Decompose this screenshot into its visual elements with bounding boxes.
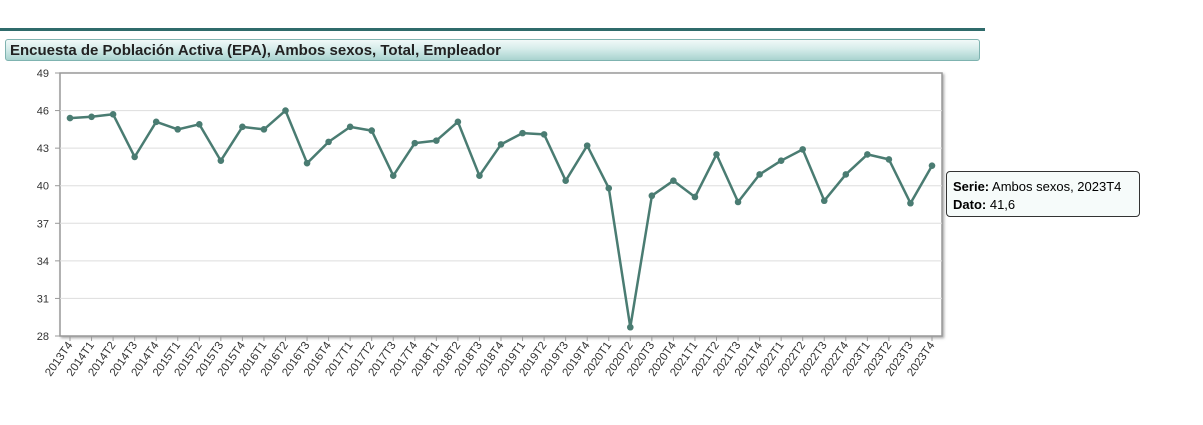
data-point[interactable] [217,157,225,164]
top-rule [0,28,985,31]
data-point[interactable] [346,123,354,131]
data-point[interactable] [670,177,677,185]
data-point[interactable] [713,151,720,158]
data-point[interactable] [605,184,613,192]
data-point[interactable] [734,198,742,206]
y-tick-label: 34 [37,256,49,268]
data-point[interactable] [562,177,569,185]
data-point[interactable] [691,193,699,201]
data-point[interactable] [497,141,505,148]
chart-title-bar: Encuesta de Población Activa (EPA), Ambo… [5,39,980,61]
y-tick-label: 37 [37,218,49,230]
data-point[interactable] [66,114,74,122]
data-point[interactable] [842,171,850,178]
data-point[interactable] [540,131,548,138]
data-point[interactable] [627,323,634,331]
data-point[interactable] [196,121,203,128]
y-tick-label: 49 [37,68,49,80]
data-point[interactable] [519,129,526,137]
data-point[interactable] [799,146,806,153]
data-point[interactable] [885,156,893,163]
data-point[interactable] [368,127,376,134]
data-point[interactable] [820,197,828,205]
tooltip-serie-value: Ambos sexos, 2023T4 [992,179,1122,194]
y-tick-label: 43 [37,143,49,155]
data-point[interactable] [88,113,95,121]
data-point[interactable] [389,172,397,179]
data-point[interactable] [907,199,914,207]
data-point[interactable] [864,151,871,158]
chart-title: Encuesta de Población Activa (EPA), Ambo… [10,42,501,59]
data-point[interactable] [756,171,763,178]
tooltip-dato-label: Dato: [953,197,987,212]
y-tick-label: 40 [37,181,49,193]
data-point[interactable] [928,162,936,169]
data-point[interactable] [476,172,483,179]
data-point[interactable] [433,137,440,144]
data-point[interactable] [260,126,268,133]
data-point[interactable] [303,159,311,167]
data-point[interactable] [239,123,246,131]
plot-area [59,72,943,337]
data-point[interactable] [131,153,138,161]
data-point[interactable] [109,111,117,118]
tooltip-serie-label: Serie: [953,179,990,194]
data-point[interactable] [777,157,785,164]
y-tick-label: 28 [37,331,49,343]
data-point[interactable] [325,138,332,146]
data-point[interactable] [454,118,462,126]
data-point[interactable] [152,118,160,126]
data-tooltip: Serie: Ambos sexos, 2023T4 Dato: 41,6 [946,171,1140,217]
y-tick-label: 46 [37,106,49,118]
data-point[interactable] [174,126,182,133]
data-point[interactable] [282,107,289,114]
data-point[interactable] [648,192,656,200]
y-tick-label: 31 [37,293,49,305]
data-point[interactable] [411,139,419,147]
data-point[interactable] [583,142,591,149]
tooltip-dato-value: 41,6 [989,197,1016,212]
